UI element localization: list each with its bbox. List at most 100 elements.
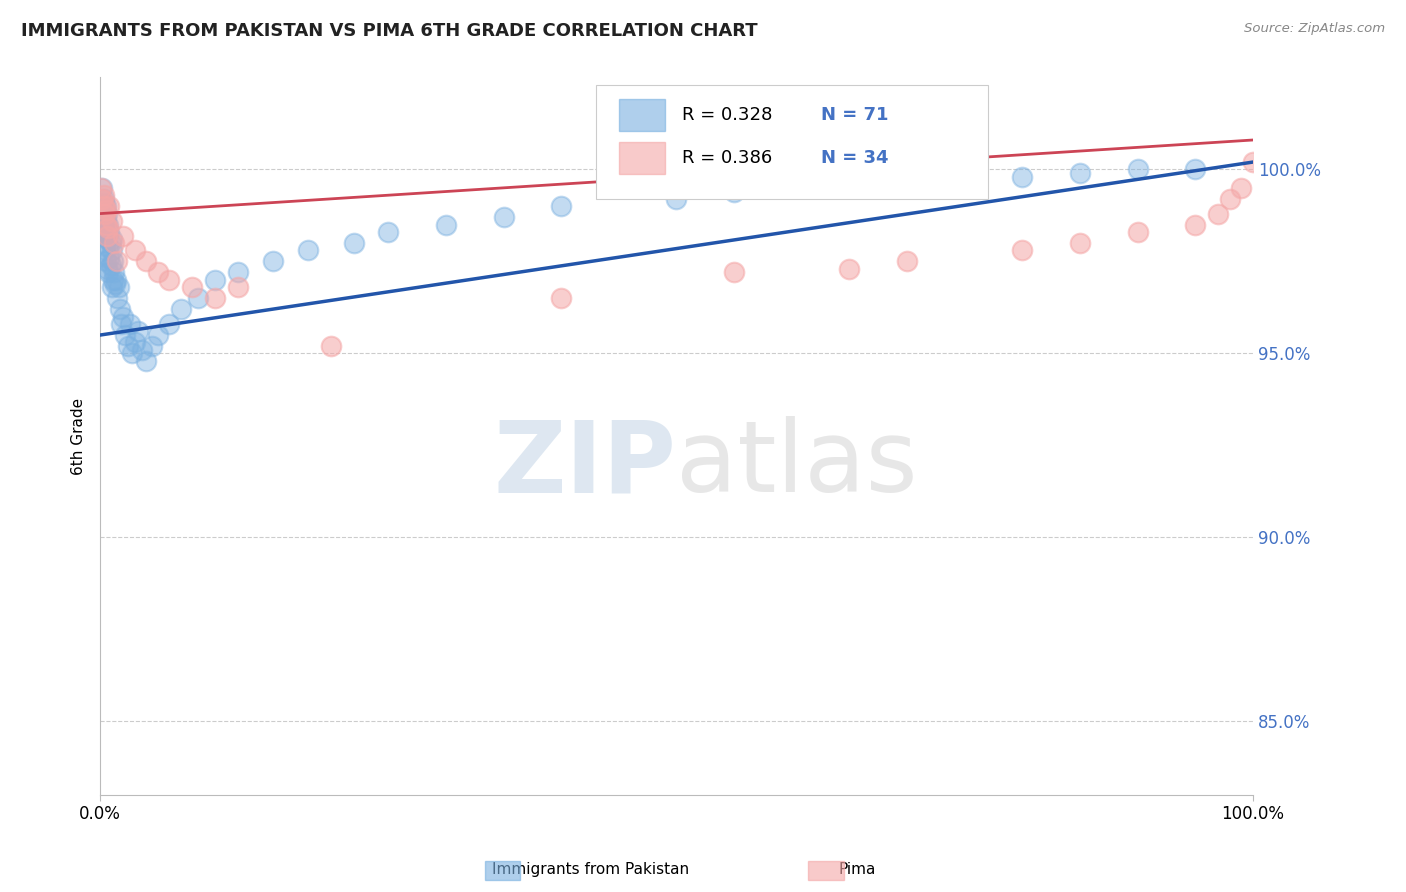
Text: ZIP: ZIP — [494, 417, 676, 514]
Point — [117, 339, 139, 353]
Point — [146, 328, 169, 343]
Point — [121, 346, 143, 360]
Point — [110, 317, 132, 331]
Point — [1069, 166, 1091, 180]
Point — [1011, 169, 1033, 184]
Point — [1069, 235, 1091, 250]
Point — [100, 214, 122, 228]
Text: Pima: Pima — [839, 863, 876, 877]
Point — [135, 254, 157, 268]
Point — [343, 235, 366, 250]
Point — [93, 202, 115, 217]
Point — [204, 273, 226, 287]
Point — [124, 335, 146, 350]
Point — [141, 339, 163, 353]
Point — [100, 235, 122, 250]
Point — [1126, 162, 1149, 177]
Point — [780, 181, 803, 195]
Point — [101, 254, 124, 268]
Text: Immigrants from Pakistan: Immigrants from Pakistan — [492, 863, 689, 877]
Point — [181, 280, 204, 294]
Point — [91, 218, 114, 232]
Point — [91, 181, 114, 195]
Point — [953, 169, 976, 184]
Point — [838, 177, 860, 191]
Point — [97, 218, 120, 232]
Point — [94, 254, 117, 268]
Point — [228, 280, 250, 294]
Point — [107, 254, 129, 268]
Point — [93, 188, 115, 202]
Point — [1011, 244, 1033, 258]
FancyBboxPatch shape — [596, 85, 988, 200]
Point — [723, 185, 745, 199]
Point — [107, 291, 129, 305]
Point — [377, 225, 399, 239]
Point — [103, 235, 125, 250]
Point — [838, 261, 860, 276]
Point — [100, 232, 122, 246]
Point — [100, 280, 122, 294]
Text: IMMIGRANTS FROM PAKISTAN VS PIMA 6TH GRADE CORRELATION CHART: IMMIGRANTS FROM PAKISTAN VS PIMA 6TH GRA… — [21, 22, 758, 40]
Point — [91, 206, 114, 220]
Point — [319, 339, 342, 353]
Point — [107, 280, 129, 294]
Point — [97, 221, 120, 235]
Point — [103, 265, 125, 279]
Point — [1184, 218, 1206, 232]
Point — [98, 225, 121, 239]
Point — [1219, 192, 1241, 206]
Point — [91, 192, 114, 206]
Point — [187, 291, 209, 305]
Point — [97, 240, 120, 254]
Point — [90, 181, 112, 195]
FancyBboxPatch shape — [619, 99, 665, 131]
Point — [896, 254, 918, 268]
Point — [93, 199, 115, 213]
Point — [170, 302, 193, 317]
Point — [1206, 206, 1229, 220]
Point — [204, 291, 226, 305]
Point — [108, 302, 131, 317]
Point — [96, 232, 118, 246]
Point — [96, 261, 118, 276]
Point — [1241, 155, 1264, 169]
Point — [93, 206, 115, 220]
Point — [492, 211, 515, 225]
Point — [723, 265, 745, 279]
Point — [94, 199, 117, 213]
Point — [131, 343, 153, 357]
Point — [228, 265, 250, 279]
Point — [98, 251, 121, 265]
Point — [90, 199, 112, 213]
Point — [112, 310, 135, 324]
Point — [896, 173, 918, 187]
Point — [112, 228, 135, 243]
Point — [297, 244, 319, 258]
Text: R = 0.328: R = 0.328 — [682, 106, 773, 124]
Point — [157, 273, 180, 287]
Point — [146, 265, 169, 279]
Point — [93, 225, 115, 239]
Point — [550, 291, 572, 305]
Text: Source: ZipAtlas.com: Source: ZipAtlas.com — [1244, 22, 1385, 36]
Point — [550, 199, 572, 213]
Point — [100, 258, 122, 272]
Point — [93, 192, 115, 206]
Point — [127, 324, 149, 338]
FancyBboxPatch shape — [619, 142, 665, 174]
Point — [105, 273, 128, 287]
Point — [93, 211, 115, 225]
Point — [94, 202, 117, 217]
Point — [93, 244, 115, 258]
Point — [96, 228, 118, 243]
Text: N = 71: N = 71 — [821, 106, 889, 124]
Point — [1184, 162, 1206, 177]
Point — [1126, 225, 1149, 239]
Point — [114, 328, 136, 343]
Point — [94, 214, 117, 228]
Y-axis label: 6th Grade: 6th Grade — [72, 398, 86, 475]
Point — [98, 199, 121, 213]
Text: atlas: atlas — [676, 417, 918, 514]
Point — [665, 192, 688, 206]
